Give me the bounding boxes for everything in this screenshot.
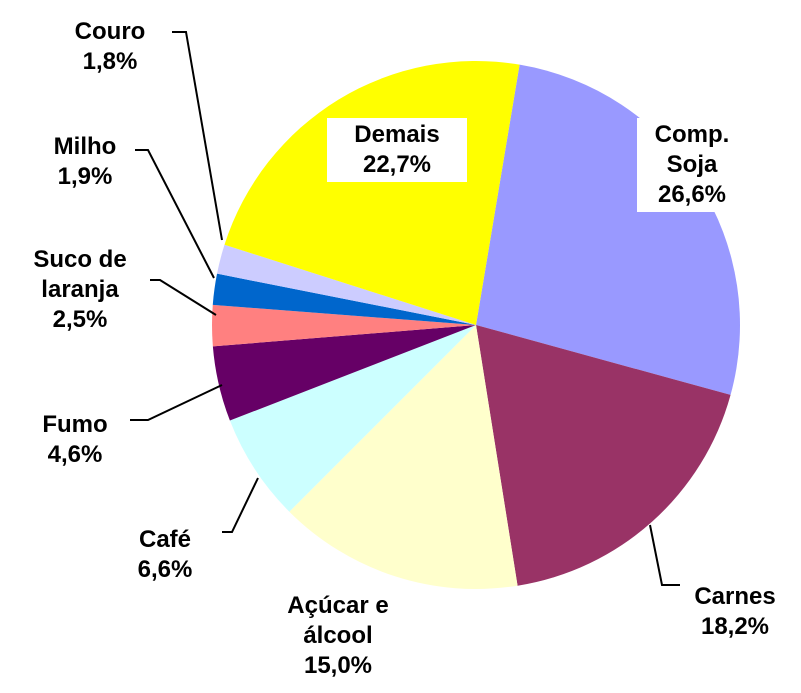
category-label: Fumo (42, 411, 108, 438)
slice (211, 304, 476, 347)
slice-label: Fumo 4,6% (20, 410, 130, 470)
slice (289, 325, 518, 589)
slice (476, 325, 731, 586)
category-label: Milho (53, 133, 117, 160)
value-label: 18,2% (700, 613, 770, 640)
value-label: 26,6% (657, 181, 727, 208)
slice-label: Milho 1,9% (30, 132, 140, 192)
category-label: Demais (354, 121, 440, 148)
leader-line (649, 524, 680, 586)
value-label: 4,6% (47, 441, 103, 468)
category-label: Couro (74, 18, 146, 45)
slice (212, 325, 476, 421)
slice-label: Comp. Soja 26,6% (637, 118, 747, 212)
category-label: Carnes (694, 583, 776, 610)
slice-label: Demais 22,7% (327, 118, 467, 182)
leader-line (150, 279, 217, 316)
slice (229, 325, 476, 512)
category-label: Comp. Soja (654, 121, 730, 178)
value-label: 15,0% (303, 652, 373, 679)
value-label: 2,5% (52, 306, 108, 333)
leader-line (135, 149, 215, 279)
leader-line (222, 477, 259, 533)
value-label: 6,6% (137, 556, 193, 583)
slice (476, 64, 740, 395)
slice (212, 273, 477, 325)
value-label: 1,9% (57, 163, 113, 190)
slice-label: Carnes 18,2% (670, 582, 800, 642)
value-label: 22,7% (362, 151, 432, 178)
slice-label: Café 6,6% (110, 525, 220, 585)
slice-label: Suco de laranja 2,5% (18, 245, 143, 335)
category-label: Café (138, 526, 192, 553)
slice-label: Açúcar e álcool 15,0% (263, 591, 413, 681)
slice (217, 244, 476, 325)
value-label: 1,8% (82, 48, 138, 75)
category-label: Açúcar e álcool (287, 592, 389, 649)
leader-lines (130, 31, 680, 586)
slice-label: Couro 1,8% (55, 17, 165, 77)
leader-line (172, 31, 223, 241)
category-label: Suco de laranja (33, 246, 127, 303)
leader-line (130, 384, 223, 421)
